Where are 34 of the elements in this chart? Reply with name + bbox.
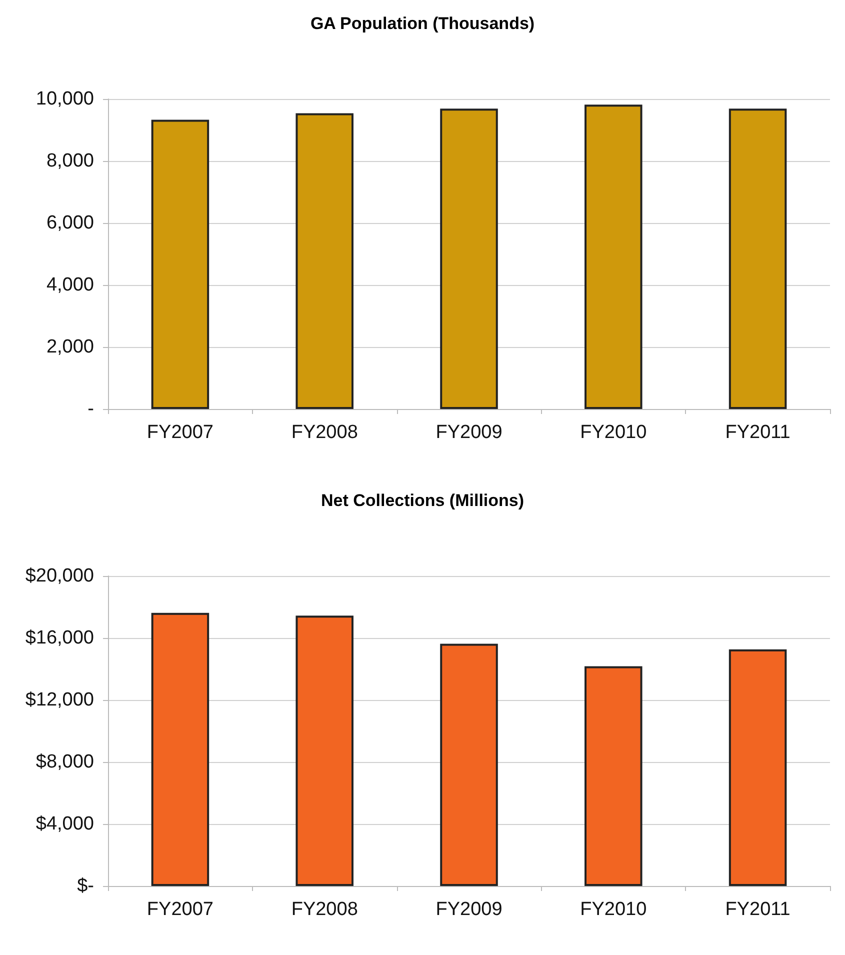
y-tick-label: $12,000: [25, 690, 94, 710]
bar: [296, 616, 354, 886]
y-tick-label: 10,000: [36, 88, 94, 110]
y-tick-label: $16,000: [25, 628, 94, 648]
x-tick-label: FY2010: [580, 899, 647, 920]
bar: [728, 108, 787, 409]
x-tick-label: FY2010: [580, 422, 647, 443]
bar: [151, 120, 210, 409]
chart-title: Net Collections (Millions): [320, 491, 524, 510]
chart-title: GA Population (Thousands): [310, 14, 535, 33]
x-tick-label: FY2007: [146, 422, 214, 443]
x-tick-label: FY2011: [725, 899, 790, 920]
y-tick-label: -: [88, 398, 94, 420]
y-tick-label: $4,000: [36, 814, 94, 834]
y-tick-label: $-: [77, 876, 94, 896]
y-tick-label: $20,000: [25, 566, 94, 586]
x-tick-label: FY2009: [436, 422, 502, 443]
x-tick-label: FY2007: [146, 899, 214, 920]
bar: [440, 644, 498, 886]
bar: [440, 108, 498, 409]
y-tick-label: $8,000: [36, 752, 94, 772]
bar: [584, 666, 642, 886]
y-tick-label: 2,000: [46, 336, 94, 358]
bar: [151, 612, 210, 886]
bar: [296, 113, 354, 409]
bar: [584, 104, 642, 409]
x-tick-label: FY2008: [291, 899, 358, 920]
y-tick-label: 6,000: [46, 212, 94, 234]
y-tick-label: 8,000: [46, 150, 94, 172]
y-tick-label: 4,000: [46, 274, 94, 296]
bar: [728, 649, 787, 886]
x-tick-label: FY2011: [725, 422, 790, 443]
x-tick-label: FY2009: [436, 899, 502, 920]
x-tick-label: FY2008: [291, 422, 358, 443]
